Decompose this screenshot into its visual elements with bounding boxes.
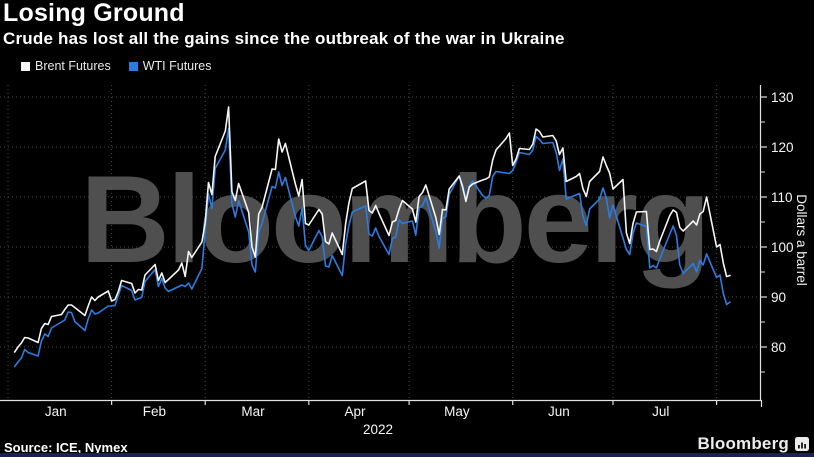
- wti-swatch-icon: [128, 61, 138, 71]
- series-lines: [13, 106, 731, 368]
- series-line-brent: [13, 106, 731, 353]
- legend-label-wti: WTI Futures: [142, 59, 212, 73]
- y-tick-label: 130: [771, 90, 794, 105]
- bottom-accent-bar: [0, 453, 814, 457]
- axes: 80 90 100 110 120 130 Jan Feb Mar Apr May Jun Jul 202…: [0, 85, 794, 437]
- bloomberg-terminal-icon: [795, 437, 809, 451]
- y-tick-label: 120: [771, 140, 794, 155]
- gridlines: [0, 85, 760, 400]
- bloomberg-brand: Bloomberg: [697, 434, 809, 454]
- y-tick-label: 90: [771, 290, 786, 305]
- y-tick-label: 80: [771, 340, 786, 355]
- legend-item-wti: WTI Futures: [128, 59, 212, 73]
- month-label: Jan: [45, 404, 67, 419]
- legend-item-brent: Brent Futures: [21, 59, 111, 73]
- chart-subtitle: Crude has lost all the gains since the o…: [3, 29, 565, 48]
- y-tick-label: 100: [771, 240, 794, 255]
- chart-legend: Brent Futures WTI Futures: [21, 59, 212, 73]
- series-line-wti: [13, 127, 731, 368]
- month-label: Mar: [241, 404, 265, 419]
- month-label: Feb: [143, 404, 166, 419]
- page-title: Losing Ground: [3, 0, 185, 27]
- month-label: Jul: [652, 404, 669, 419]
- year-label: 2022: [363, 422, 393, 437]
- source-credit: Source: ICE, Nymex: [4, 440, 128, 455]
- watermark: Bloomberg: [80, 151, 707, 289]
- month-label: May: [444, 404, 470, 419]
- month-label: Jun: [548, 404, 570, 419]
- month-label: Apr: [344, 404, 366, 419]
- legend-label-brent: Brent Futures: [35, 59, 111, 73]
- bloomberg-wordmark: Bloomberg: [697, 434, 789, 453]
- y-tick-label: 110: [771, 190, 793, 205]
- y-axis-title: Dollars a barrel: [794, 194, 809, 286]
- brent-swatch-icon: [21, 61, 30, 71]
